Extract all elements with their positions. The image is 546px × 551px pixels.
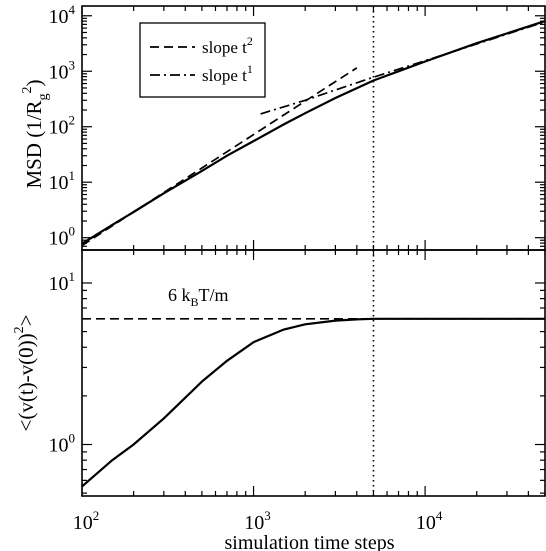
x-tick-label: 103 [244, 508, 271, 534]
data-lines [82, 6, 545, 250]
data-lines [82, 250, 545, 496]
legend-label: slope t2 [202, 34, 253, 57]
y-axis-label: MSD (1/Rg2) [20, 79, 51, 188]
plot-frame [81, 249, 546, 497]
y-tick-label: 100 [49, 224, 76, 250]
series-line-dashdot [260, 20, 545, 115]
y-axis-label: <(v(t)-v(0))2> [12, 315, 38, 432]
legend-box [139, 22, 266, 98]
series-line-solid [82, 317, 545, 488]
x-tick-label: 102 [73, 508, 100, 534]
x-axis-label: simulation time steps [225, 532, 395, 551]
x-tick-label: 104 [416, 508, 443, 534]
y-tick-label: 101 [49, 269, 76, 295]
legend-label: slope t1 [202, 62, 253, 85]
panel-velocity: 100 101 102 103 104 simulation time steps <(v(… [12, 249, 546, 551]
y-tick-label: 104 [49, 2, 76, 28]
series-line-dashed [82, 67, 358, 247]
y-tick-label: 103 [49, 57, 76, 83]
legend: slope t2 slope t1 [139, 22, 266, 98]
y-tick-label: 100 [49, 431, 76, 457]
plateau-annotation: 6 kBT/m [168, 285, 229, 309]
y-tick-label: 101 [49, 168, 76, 194]
y-tick-label: 102 [49, 113, 76, 139]
